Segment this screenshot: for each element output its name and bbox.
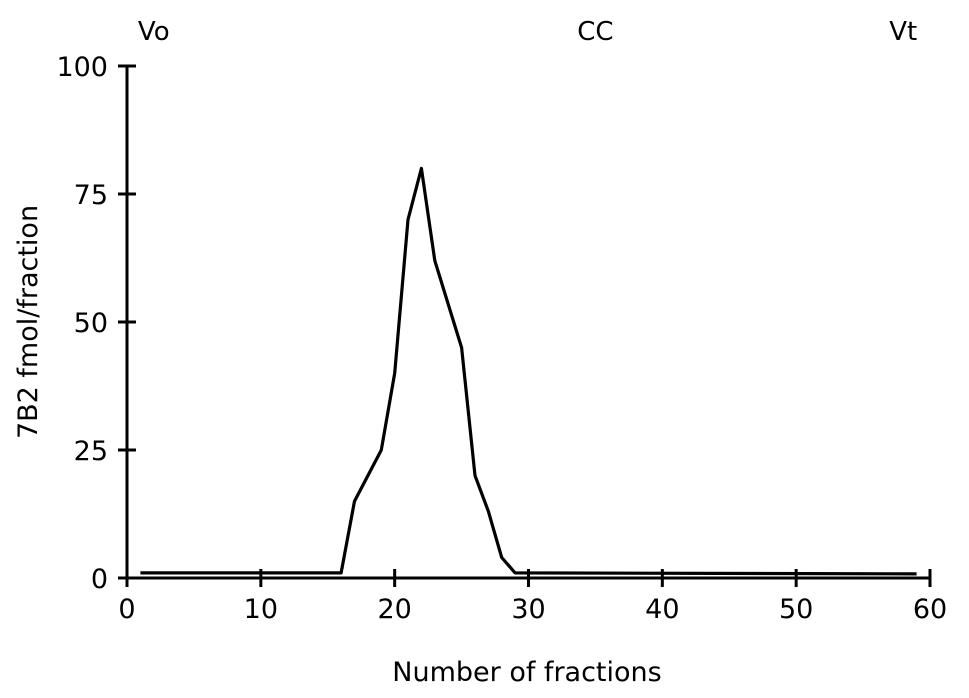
marker-label-vo: Vo xyxy=(138,17,170,47)
x-axis: 0 10 20 30 40 50 60 xyxy=(118,569,947,625)
x-tick-label: 60 xyxy=(913,594,947,625)
x-tick-label: 50 xyxy=(779,594,813,625)
y-axis: 0 25 50 75 100 xyxy=(56,52,136,595)
marker-label-cc: CC xyxy=(577,17,613,47)
y-tick-label: 75 xyxy=(74,180,108,211)
x-axis-title: Number of fractions xyxy=(392,657,661,688)
x-tick-label: 20 xyxy=(377,594,411,625)
x-tick-label: 40 xyxy=(645,594,679,625)
x-tick-label: 10 xyxy=(244,594,278,625)
plot-area xyxy=(140,166,917,576)
y-tick-label: 0 xyxy=(91,564,108,595)
x-tick-label: 30 xyxy=(511,594,545,625)
marker-label-vt: Vt xyxy=(889,17,917,47)
y-axis-title: 7B2 fmol/fraction xyxy=(13,205,44,439)
y-tick-label: 100 xyxy=(56,52,108,83)
column-markers: Vo CC Vt xyxy=(138,17,917,47)
y-tick-label: 50 xyxy=(74,308,108,339)
y-tick-label: 25 xyxy=(74,436,108,467)
x-tick-label: 0 xyxy=(118,594,135,625)
series-line-0 xyxy=(140,166,917,576)
